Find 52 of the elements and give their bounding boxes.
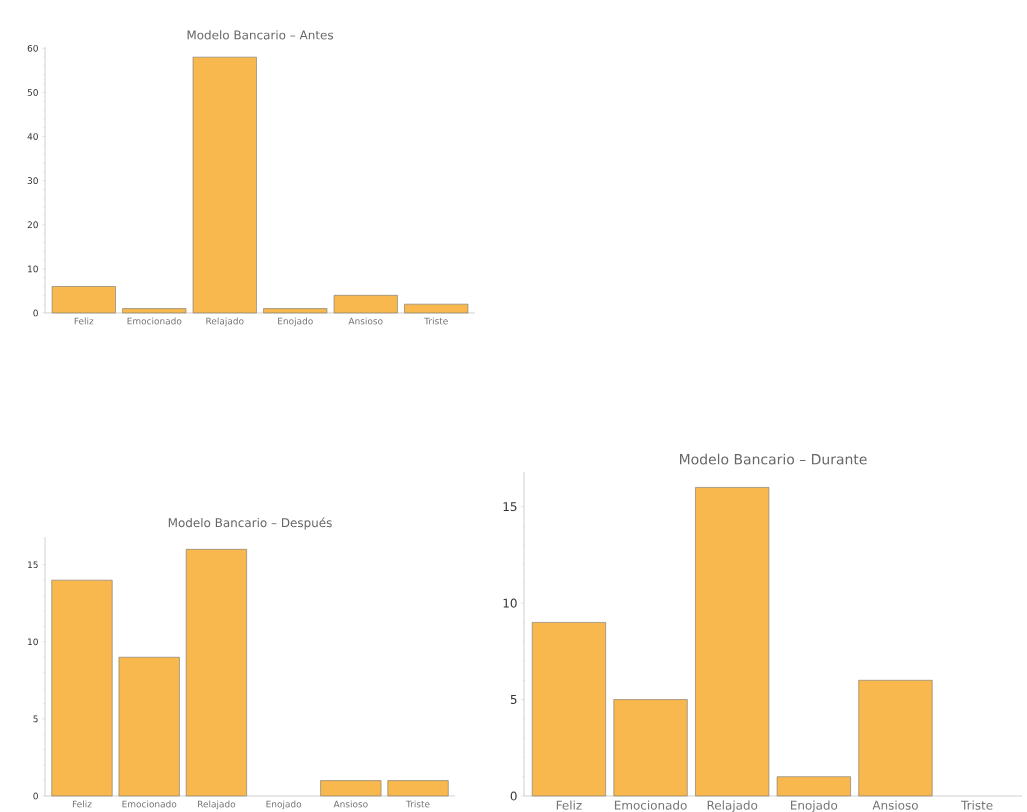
x-tick-label: Relajado xyxy=(707,800,758,812)
x-tick-label: Feliz xyxy=(556,800,582,810)
y-tick-label: 40 xyxy=(27,133,38,140)
bar xyxy=(185,549,247,797)
chart-title: Modelo Bancario – Durante xyxy=(680,453,867,465)
x-tick-label: Ansioso xyxy=(348,317,383,325)
x-tick-label: Ansioso xyxy=(333,800,368,808)
y-tick-label: 60 xyxy=(27,44,38,52)
chart-title: Modelo Bancario – Después xyxy=(168,517,332,530)
bar xyxy=(404,303,469,314)
y-tick-label: 0 xyxy=(33,792,38,800)
x-tick-label: Enojado xyxy=(278,317,313,327)
y-tick-label: 15 xyxy=(503,502,517,512)
y-tick-label: 0 xyxy=(510,791,517,801)
x-tick-label: Feliz xyxy=(74,317,94,325)
bar xyxy=(776,776,851,797)
y-tick-label: 10 xyxy=(28,265,38,273)
bar xyxy=(695,487,770,797)
x-tick-label: Triste xyxy=(961,800,993,810)
bar xyxy=(263,308,328,314)
x-tick-label: Emocionado xyxy=(127,317,182,325)
bar xyxy=(192,56,257,314)
x-tick-label: Relajado xyxy=(206,317,244,327)
bar xyxy=(613,699,688,797)
y-tick-label: 30 xyxy=(27,177,38,185)
x-tick-label: Relajado xyxy=(198,800,236,810)
bar xyxy=(51,286,116,314)
y-tick-label: 10 xyxy=(28,638,38,646)
x-tick-label: Emocionado xyxy=(614,800,687,810)
bar xyxy=(387,780,449,797)
bar xyxy=(118,656,180,797)
x-tick-label: Enojado xyxy=(791,800,838,812)
y-tick-label: 0 xyxy=(33,309,38,317)
y-tick-label: 50 xyxy=(27,89,38,96)
x-tick-label: Feliz xyxy=(72,800,92,808)
bar xyxy=(51,579,113,797)
bar xyxy=(531,622,606,797)
y-tick-label: 5 xyxy=(33,715,38,723)
x-tick-label: Triste xyxy=(405,800,430,808)
bar xyxy=(333,295,398,314)
y-tick-label: 15 xyxy=(28,561,38,569)
bar xyxy=(320,780,382,797)
chart-title: Modelo Bancario – Antes xyxy=(187,30,334,40)
y-tick-label: 5 xyxy=(510,695,517,704)
bar xyxy=(858,679,933,797)
x-tick-label: Triste xyxy=(424,317,448,325)
y-tick-label: 20 xyxy=(27,221,38,229)
y-tick-label: 10 xyxy=(503,598,517,608)
x-tick-label: Ansioso xyxy=(872,800,918,810)
x-tick-label: Enojado xyxy=(266,800,302,810)
x-tick-label: Emocionado xyxy=(122,800,177,808)
bar xyxy=(122,308,187,314)
